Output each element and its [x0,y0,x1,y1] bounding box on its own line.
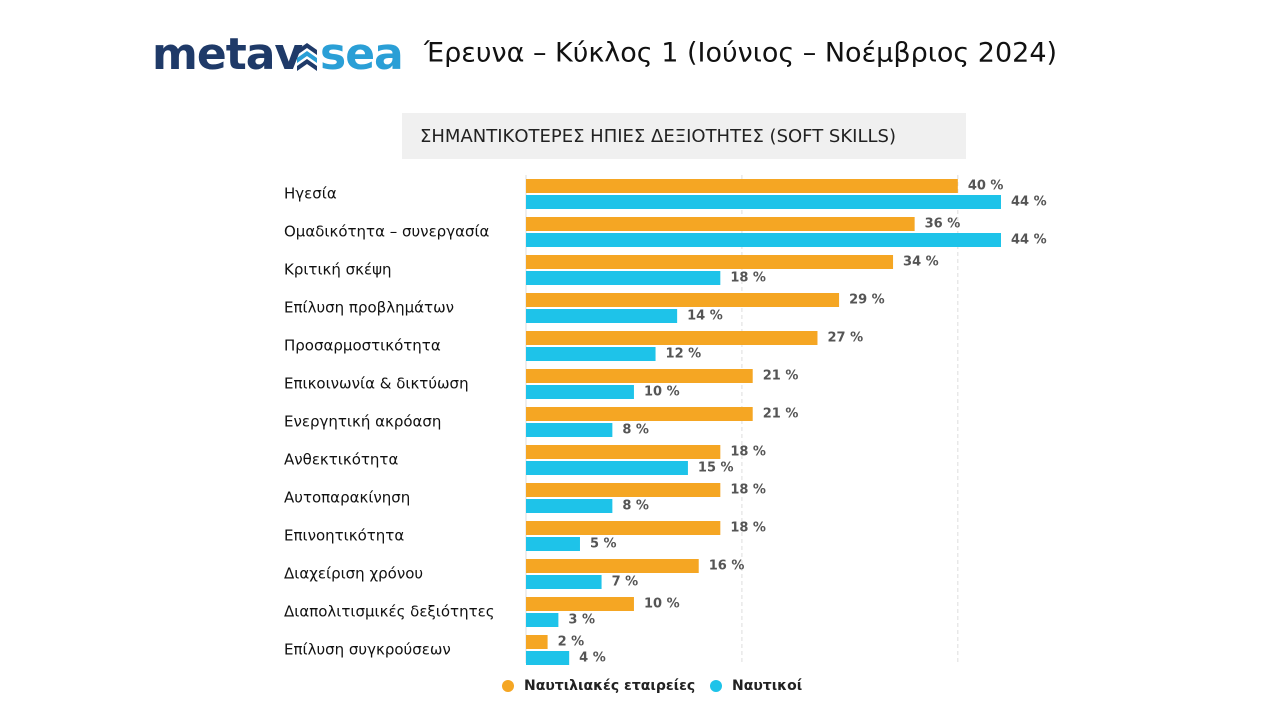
chart-title: ΣΗΜΑΝΤΙΚΟΤΕΡΕΣ ΗΠΙΕΣ ΔΕΞΙΟΤΗΤΕΣ (SOFT SK… [420,126,896,147]
bar [526,521,721,535]
value-label: 5 % [590,537,617,552]
category-label: Ενεργητική ακρόαση [284,413,441,431]
page-title: Έρευνα – Κύκλος 1 (Ιούνιος – Νοέμβριος 2… [423,38,1057,69]
bar [526,309,678,323]
bar [526,369,753,383]
category-label: Αυτοπαρακίνηση [284,489,410,507]
bar [526,445,721,459]
value-label: 8 % [622,499,649,514]
bar [526,179,958,193]
category-label: Επικοινωνία & δικτύωση [284,375,469,393]
bar [526,499,613,513]
category-label: Διαπολιτισμικές δεξιότητες [284,603,495,621]
value-label: 34 % [903,255,939,270]
category-label: Επίλυση προβλημάτων [284,299,454,317]
value-label: 10 % [644,385,680,400]
bar [526,255,894,269]
category-label: Ανθεκτικότητα [284,451,398,469]
value-label: 8 % [622,423,649,438]
bar [526,423,613,437]
value-label: 12 % [666,347,702,362]
value-label: 14 % [687,309,723,324]
value-label: 21 % [763,407,799,422]
category-label: Επίλυση συγκρούσεων [284,641,451,659]
value-label: 40 % [968,179,1004,194]
legend-label: Ναυτιλιακές εταιρείες [524,678,695,694]
bar [526,293,840,307]
bar [526,407,753,421]
legend-marker [710,680,722,692]
value-label: 21 % [763,369,799,384]
value-label: 27 % [827,331,863,346]
category-label: Προσαρμοστικότητα [284,337,441,355]
bar [526,483,721,497]
value-label: 4 % [579,651,606,666]
bar [526,651,570,665]
bar [526,271,721,285]
bar [526,347,656,361]
category-label: Ηγεσία [284,185,337,203]
value-label: 10 % [644,597,680,612]
bar [526,217,915,231]
value-label: 16 % [709,559,745,574]
category-label: Ομαδικότητα – συνεργασία [284,223,490,241]
legend-marker [502,680,514,692]
bar [526,613,559,627]
value-label: 18 % [730,521,766,536]
value-label: 2 % [558,635,585,650]
value-label: 3 % [568,613,595,628]
category-label: Επινοητικότητα [284,527,404,545]
bar [526,461,688,475]
value-label: 36 % [925,217,961,232]
bar [526,559,699,573]
legend-label: Ναυτικοί [732,678,802,694]
bar [526,537,580,551]
value-label: 7 % [612,575,639,590]
bar [526,233,1001,247]
value-label: 18 % [730,271,766,286]
logo-icon [297,43,317,71]
value-label: 18 % [730,445,766,460]
bar [526,385,634,399]
value-label: 15 % [698,461,734,476]
chart-title-box [402,113,966,159]
value-label: 29 % [849,293,885,308]
value-label: 44 % [1011,195,1047,210]
category-label: Διαχείριση χρόνου [284,565,423,583]
bar [526,635,548,649]
bar [526,195,1001,209]
logo-right: sea [320,29,403,80]
bar [526,331,818,345]
value-label: 18 % [730,483,766,498]
logo-left: metav [152,29,303,80]
value-label: 44 % [1011,233,1047,248]
category-label: Κριτική σκέψη [284,261,392,279]
bar [526,597,634,611]
bar [526,575,602,589]
